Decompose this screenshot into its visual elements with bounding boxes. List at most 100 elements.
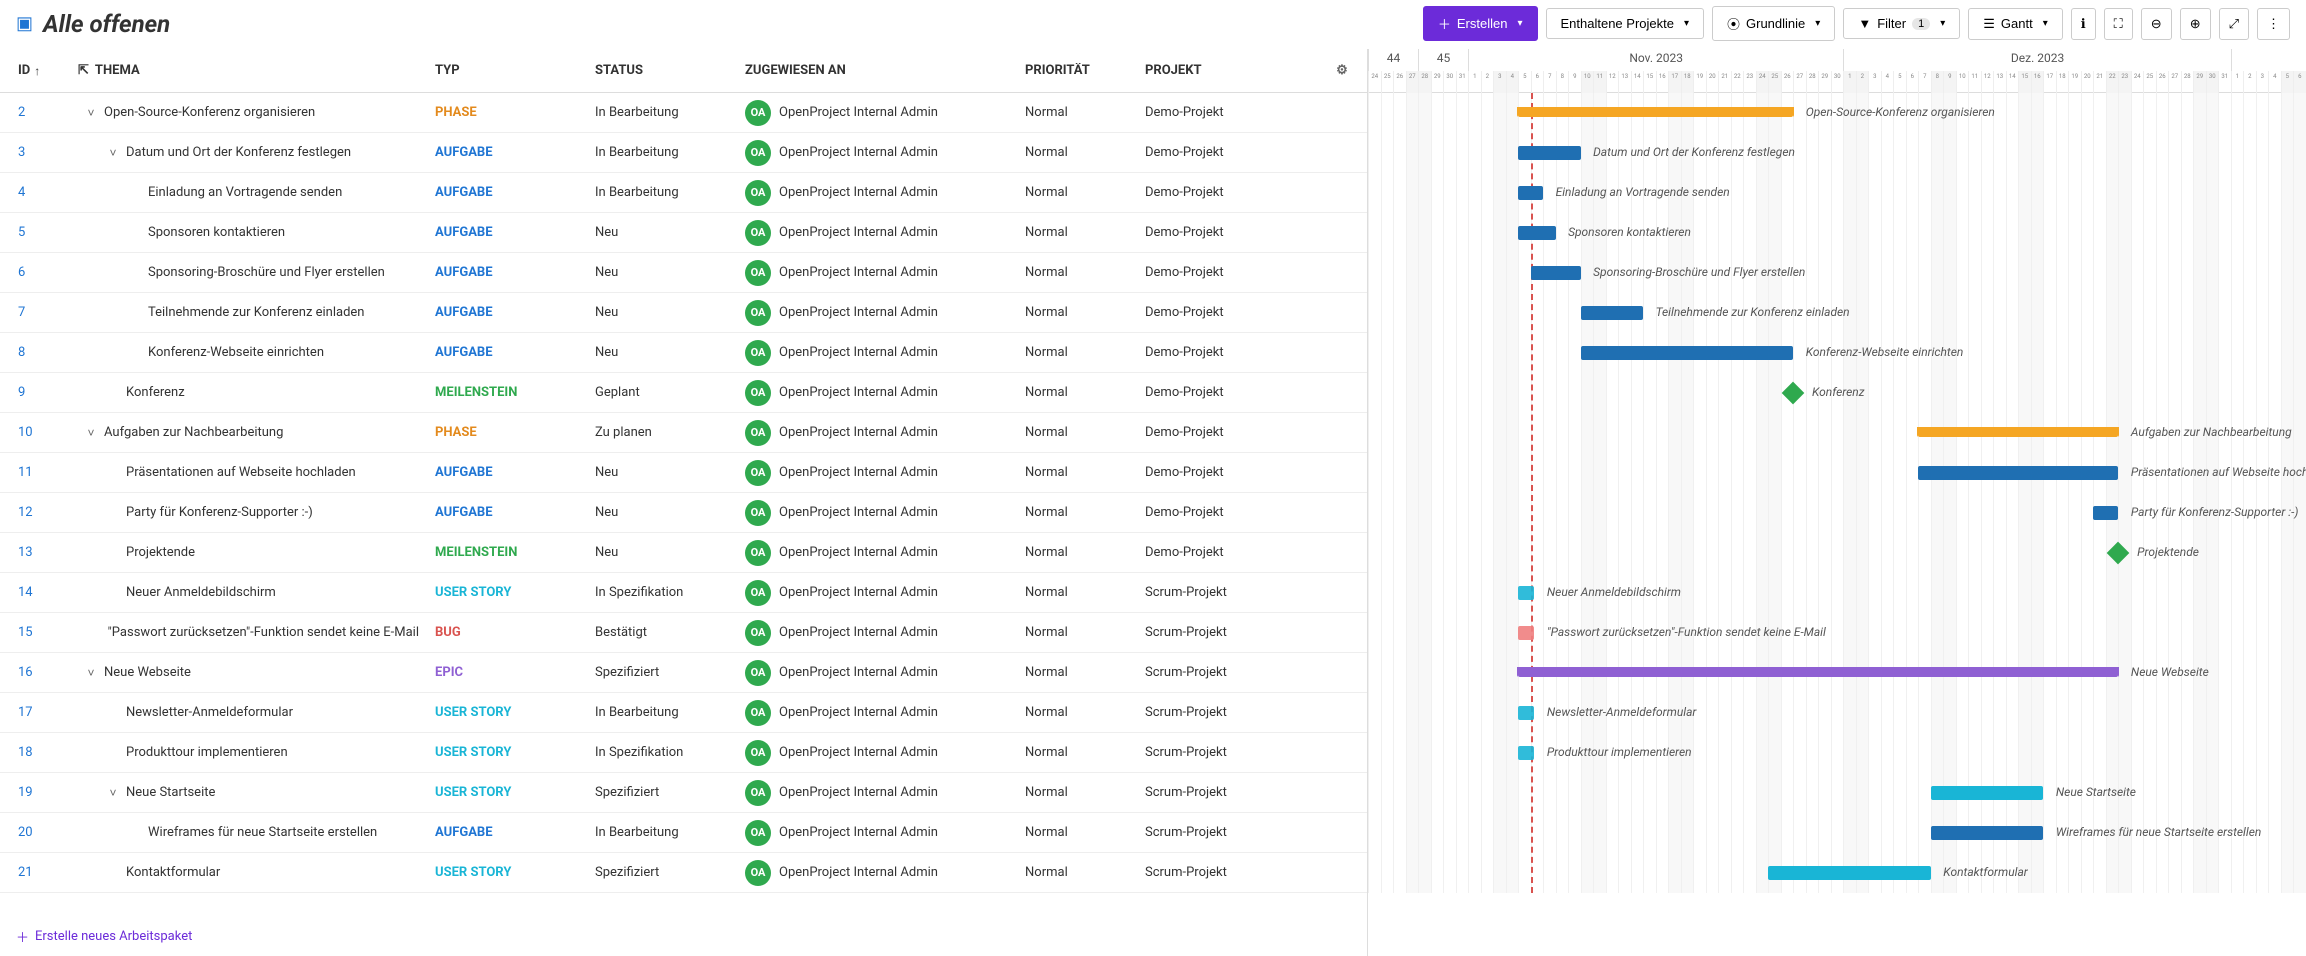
wp-assignee[interactable]: OAOpenProject Internal Admin: [737, 260, 1017, 286]
table-row[interactable]: 13ProjektendeMEILENSTEINNeuOAOpenProject…: [0, 533, 1367, 573]
table-row[interactable]: 2˅Open-Source-Konferenz organisierenPHAS…: [0, 93, 1367, 133]
table-row[interactable]: 17Newsletter-AnmeldeformularUSER STORYIn…: [0, 693, 1367, 733]
wp-project[interactable]: Scrum-Projekt: [1137, 785, 1327, 800]
wp-id[interactable]: 11: [10, 465, 70, 480]
wp-project[interactable]: Demo-Projekt: [1137, 265, 1327, 280]
wp-project[interactable]: Demo-Projekt: [1137, 105, 1327, 120]
wp-assignee[interactable]: OAOpenProject Internal Admin: [737, 780, 1017, 806]
gantt-bar[interactable]: [1518, 586, 1534, 600]
gantt-bar[interactable]: [1931, 786, 2044, 800]
wp-project[interactable]: Demo-Projekt: [1137, 425, 1327, 440]
wp-id[interactable]: 17: [10, 705, 70, 720]
wp-assignee[interactable]: OAOpenProject Internal Admin: [737, 500, 1017, 526]
col-header-id[interactable]: ID↑: [10, 63, 70, 78]
table-row[interactable]: 8Konferenz-Webseite einrichtenAUFGABENeu…: [0, 333, 1367, 373]
wp-assignee[interactable]: OAOpenProject Internal Admin: [737, 140, 1017, 166]
wp-id[interactable]: 3: [10, 145, 70, 160]
create-wp-link[interactable]: ＋Erstelle neues Arbeitspaket: [0, 917, 1367, 956]
col-header-priority[interactable]: PRIORITÄT: [1017, 63, 1137, 78]
wp-subject[interactable]: "Passwort zurücksetzen"-Funktion sendet …: [70, 625, 427, 640]
expand-toggle[interactable]: ˅: [106, 146, 120, 160]
wp-subject[interactable]: ˅Neue Webseite: [70, 665, 427, 680]
gantt-bar[interactable]: [1782, 382, 1805, 405]
wp-id[interactable]: 16: [10, 665, 70, 680]
table-row[interactable]: 19˅Neue StartseiteUSER STORYSpezifiziert…: [0, 773, 1367, 813]
gantt-bar[interactable]: [1518, 667, 2118, 677]
wp-project[interactable]: Scrum-Projekt: [1137, 745, 1327, 760]
wp-project[interactable]: Scrum-Projekt: [1137, 825, 1327, 840]
wp-assignee[interactable]: OAOpenProject Internal Admin: [737, 820, 1017, 846]
wp-subject[interactable]: ˅Open-Source-Konferenz organisieren: [70, 105, 427, 120]
wp-assignee[interactable]: OAOpenProject Internal Admin: [737, 700, 1017, 726]
create-button[interactable]: ＋Erstellen▾: [1423, 6, 1538, 41]
wp-id[interactable]: 4: [10, 185, 70, 200]
gantt-bar[interactable]: [2093, 506, 2118, 520]
info-icon[interactable]: ℹ: [2071, 8, 2096, 40]
wp-project[interactable]: Demo-Projekt: [1137, 345, 1327, 360]
wp-subject[interactable]: ˅Datum und Ort der Konferenz festlegen: [70, 145, 427, 160]
wp-id[interactable]: 14: [10, 585, 70, 600]
col-header-project[interactable]: PROJEKT: [1137, 63, 1327, 78]
wp-assignee[interactable]: OAOpenProject Internal Admin: [737, 380, 1017, 406]
wp-id[interactable]: 19: [10, 785, 70, 800]
wp-id[interactable]: 8: [10, 345, 70, 360]
wp-id[interactable]: 9: [10, 385, 70, 400]
gantt-bar[interactable]: [1768, 866, 1931, 880]
wp-assignee[interactable]: OAOpenProject Internal Admin: [737, 340, 1017, 366]
zoom-fit-icon[interactable]: ⛶: [2104, 8, 2133, 40]
wp-subject[interactable]: ˅Neue Startseite: [70, 785, 427, 800]
wp-id[interactable]: 15: [10, 625, 70, 640]
wp-subject[interactable]: Teilnehmende zur Konferenz einladen: [70, 305, 427, 320]
wp-assignee[interactable]: OAOpenProject Internal Admin: [737, 460, 1017, 486]
wp-id[interactable]: 10: [10, 425, 70, 440]
wp-subject[interactable]: ˅Aufgaben zur Nachbearbeitung: [70, 425, 427, 440]
wp-assignee[interactable]: OAOpenProject Internal Admin: [737, 580, 1017, 606]
wp-project[interactable]: Demo-Projekt: [1137, 305, 1327, 320]
fullscreen-icon[interactable]: ⤢: [2219, 8, 2249, 40]
wp-subject[interactable]: Einladung an Vortragende senden: [70, 185, 427, 200]
wp-assignee[interactable]: OAOpenProject Internal Admin: [737, 300, 1017, 326]
col-header-assignee[interactable]: ZUGEWIESEN AN: [737, 63, 1017, 78]
gantt-bar[interactable]: [1581, 306, 1644, 320]
table-row[interactable]: 15"Passwort zurücksetzen"-Funktion sende…: [0, 613, 1367, 653]
wp-project[interactable]: Scrum-Projekt: [1137, 865, 1327, 880]
gantt-bar[interactable]: [1931, 826, 2044, 840]
wp-subject[interactable]: Projektende: [70, 545, 427, 560]
wp-subject[interactable]: Konferenz-Webseite einrichten: [70, 345, 427, 360]
wp-subject[interactable]: Party für Konferenz-Supporter :-): [70, 505, 427, 520]
wp-subject[interactable]: Produkttour implementieren: [70, 745, 427, 760]
save-icon[interactable]: ▣: [16, 13, 33, 34]
table-row[interactable]: 14Neuer AnmeldebildschirmUSER STORYIn Sp…: [0, 573, 1367, 613]
table-row[interactable]: 20Wireframes für neue Startseite erstell…: [0, 813, 1367, 853]
wp-subject[interactable]: Präsentationen auf Webseite hochladen: [70, 465, 427, 480]
wp-project[interactable]: Demo-Projekt: [1137, 185, 1327, 200]
gantt-bar[interactable]: [1518, 146, 1581, 160]
expand-toggle[interactable]: ˅: [84, 106, 98, 120]
wp-assignee[interactable]: OAOpenProject Internal Admin: [737, 220, 1017, 246]
gantt-toggle[interactable]: ☰Gantt▾: [1968, 8, 2062, 40]
gantt-bar[interactable]: [1518, 226, 1556, 240]
wp-subject[interactable]: Neuer Anmeldebildschirm: [70, 585, 427, 600]
wp-project[interactable]: Demo-Projekt: [1137, 145, 1327, 160]
gantt-bar[interactable]: [1518, 626, 1534, 640]
expand-toggle[interactable]: ˅: [84, 666, 98, 680]
gantt-bar[interactable]: [1518, 706, 1534, 720]
wp-id[interactable]: 13: [10, 545, 70, 560]
wp-assignee[interactable]: OAOpenProject Internal Admin: [737, 420, 1017, 446]
gantt-bar[interactable]: [1918, 466, 2118, 480]
projects-dropdown[interactable]: Enthaltene Projekte▾: [1546, 8, 1705, 39]
wp-id[interactable]: 6: [10, 265, 70, 280]
wp-id[interactable]: 5: [10, 225, 70, 240]
table-row[interactable]: 7Teilnehmende zur Konferenz einladenAUFG…: [0, 293, 1367, 333]
wp-assignee[interactable]: OAOpenProject Internal Admin: [737, 100, 1017, 126]
table-row[interactable]: 5Sponsoren kontaktierenAUFGABENeuOAOpenP…: [0, 213, 1367, 253]
wp-subject[interactable]: Wireframes für neue Startseite erstellen: [70, 825, 427, 840]
expand-toggle[interactable]: ˅: [84, 426, 98, 440]
wp-project[interactable]: Scrum-Projekt: [1137, 585, 1327, 600]
wp-id[interactable]: 18: [10, 745, 70, 760]
expand-toggle[interactable]: ˅: [106, 786, 120, 800]
table-row[interactable]: 6Sponsoring-Broschüre und Flyer erstelle…: [0, 253, 1367, 293]
col-header-status[interactable]: STATUS: [587, 63, 737, 78]
wp-project[interactable]: Scrum-Projekt: [1137, 625, 1327, 640]
baseline-dropdown[interactable]: ⦿Grundlinie▾: [1712, 6, 1835, 41]
